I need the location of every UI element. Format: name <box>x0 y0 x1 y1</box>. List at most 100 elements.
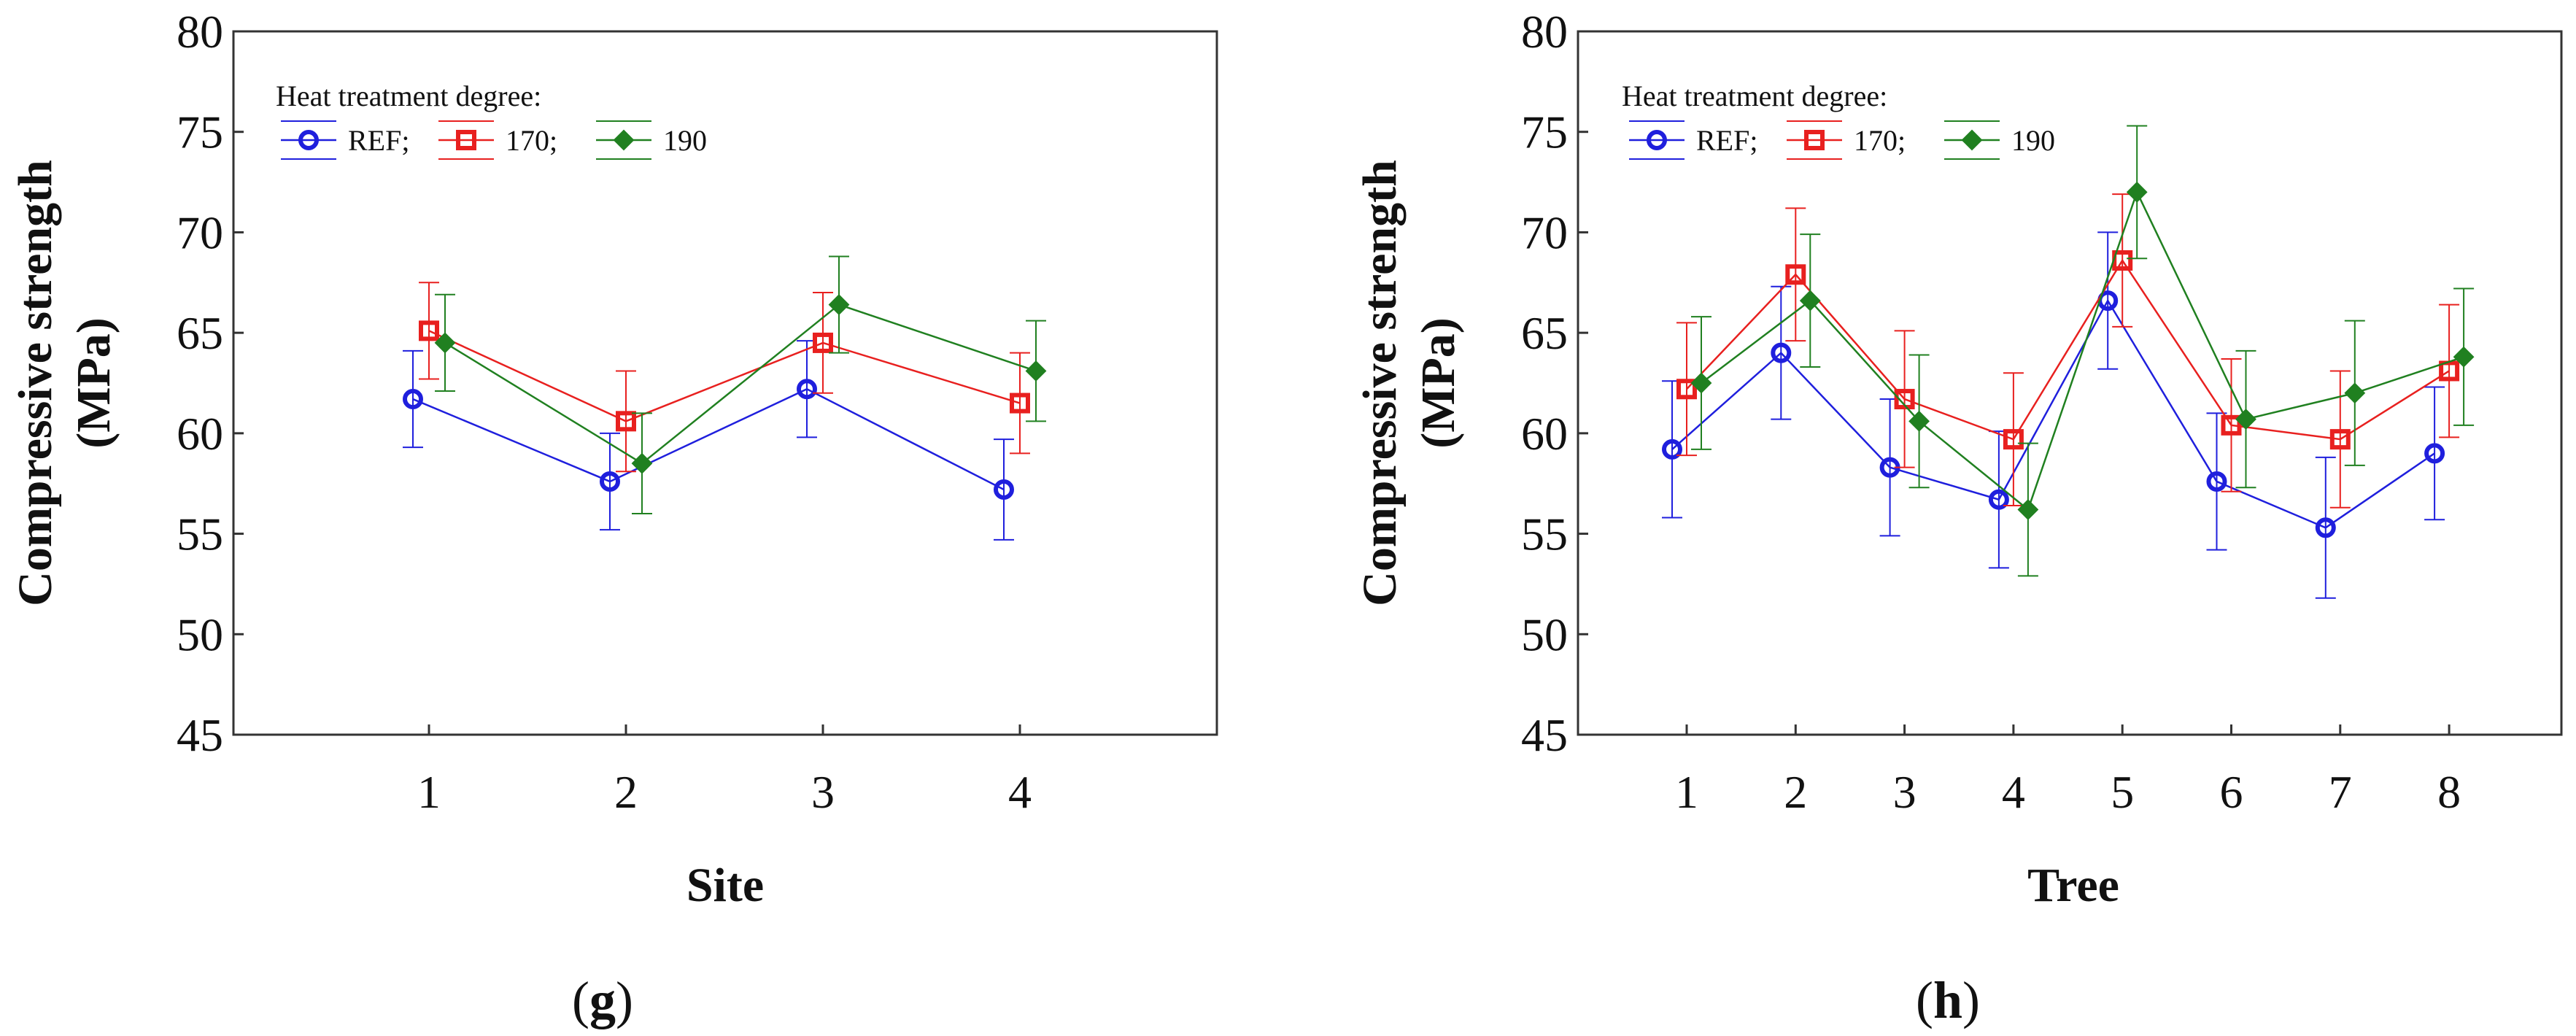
data-point-h-0-1 <box>1771 342 1792 363</box>
data-point-h-2-0 <box>1690 372 1712 394</box>
legend-items-g: REF; 170; 190 <box>281 120 707 160</box>
y-tick-label-g-1: 75 <box>177 107 223 158</box>
legend-item-h-2: 190 <box>1944 120 2055 160</box>
plot-area-h <box>1577 30 2563 736</box>
data-point-h-0-7 <box>2424 443 2445 464</box>
y-tick-label-g-2: 70 <box>177 206 223 258</box>
data-point-g-1-2 <box>813 332 833 353</box>
y-tick-label-h-6: 50 <box>1521 608 1568 660</box>
x-axis-title-h: Tree <box>2027 859 2119 912</box>
series-line-h-1 <box>1686 258 2450 441</box>
x-tick-label-h-5: 6 <box>2220 766 2243 818</box>
data-point-g-1-3 <box>1010 393 1030 414</box>
series-line-g-0 <box>412 387 1005 491</box>
y-tick-label-g-5: 55 <box>177 509 223 560</box>
y-tick-label-h-3: 65 <box>1521 307 1568 359</box>
data-point-h-2-2 <box>1908 410 1930 432</box>
legend-items-h: REF; 170; 190 <box>1629 120 2055 160</box>
data-point-h-1-1 <box>1785 264 1806 285</box>
x-axis-ticks-h: 1 2 3 4 5 6 7 8 <box>1675 724 2461 818</box>
legend-item-h-0: REF; <box>1629 120 1757 160</box>
y-tick-label-g-6: 50 <box>177 608 223 660</box>
y-tick-label-g-4: 60 <box>177 408 223 460</box>
legend-g: Heat treatment degree: REF; 170; 190 <box>276 80 707 160</box>
x-tick-label-h-4: 5 <box>2111 766 2134 818</box>
legend-marker-g-2 <box>613 129 635 151</box>
data-point-h-0-5 <box>2206 471 2227 492</box>
data-point-g-0-1 <box>600 471 620 492</box>
legend-marker-g-1 <box>456 130 476 150</box>
x-axis-ticks-g: 1 2 3 4 <box>417 724 1032 818</box>
x-axis-title-g: Site <box>686 859 764 912</box>
legend-label-h-0: REF; <box>1696 124 1757 157</box>
y-tick-label-h-1: 75 <box>1521 107 1568 158</box>
legend-item-g-0: REF; <box>281 120 409 160</box>
data-point-h-0-3 <box>1988 489 2009 510</box>
data-point-h-1-6 <box>2329 429 2351 450</box>
data-point-g-2-0 <box>434 332 456 354</box>
data-point-g-1-1 <box>616 411 636 432</box>
x-tick-label-h-6: 7 <box>2329 766 2352 818</box>
legend-title-g: Heat treatment degree: <box>276 80 541 112</box>
y-axis-title-g-line1: Compressive strength <box>9 160 62 606</box>
x-tick-label-g-0: 1 <box>417 766 441 818</box>
y-tick-label-g-3: 65 <box>177 307 223 359</box>
y-tick-label-h-7: 45 <box>1521 709 1568 761</box>
data-point-g-1-0 <box>419 320 439 341</box>
legend-marker-h-1 <box>1804 130 1825 150</box>
x-tick-label-h-2: 3 <box>1893 766 1916 818</box>
panel-g: 80 75 70 65 60 55 50 45 1 2 3 4 Compressive streng… <box>9 6 1218 1029</box>
y-tick-label-h-0: 80 <box>1521 6 1568 58</box>
data-point-h-2-4 <box>2126 181 2148 203</box>
data-point-g-2-1 <box>631 452 653 474</box>
panel-label-h: (h) <box>1916 971 1980 1029</box>
y-tick-label-h-2: 70 <box>1521 206 1568 258</box>
x-tick-label-h-0: 1 <box>1675 766 1698 818</box>
series-line-h-2 <box>1701 190 2464 511</box>
data-point-h-2-6 <box>2344 382 2366 404</box>
data-point-g-2-3 <box>1025 360 1047 382</box>
y-axis-title-h-line2: (MPa) <box>1412 317 1465 449</box>
series-g-1 <box>419 282 1030 473</box>
legend-label-g-2: 190 <box>663 124 707 157</box>
data-point-h-1-5 <box>2221 414 2242 436</box>
data-point-h-1-2 <box>1894 389 1915 410</box>
data-point-h-2-7 <box>2453 346 2475 368</box>
series-group-h <box>1662 125 2475 599</box>
series-h-1 <box>1676 193 2460 509</box>
plot-area-g <box>232 30 1218 736</box>
data-point-h-1-0 <box>1676 379 1697 400</box>
panel-letter-h: h <box>1933 971 1962 1029</box>
series-line-g-1 <box>428 330 1021 422</box>
y-axis-ticks-g: 80 75 70 65 60 55 50 45 <box>177 6 244 761</box>
legend-marker-h-2 <box>1961 129 1983 151</box>
panel-letter-g: g <box>589 971 616 1029</box>
x-tick-label-h-3: 4 <box>2002 766 2025 818</box>
x-tick-label-g-2: 3 <box>811 766 835 818</box>
x-tick-label-g-3: 4 <box>1008 766 1032 818</box>
legend-item-g-2: 190 <box>596 120 707 160</box>
series-g-0 <box>403 340 1014 541</box>
series-line-h-0 <box>1671 298 2435 529</box>
series-h-2 <box>1690 125 2475 577</box>
legend-label-g-1: 170; <box>506 124 557 157</box>
panel-label-g: (g) <box>572 971 633 1029</box>
y-tick-label-h-4: 60 <box>1521 408 1568 460</box>
legend-item-g-1: 170; <box>438 120 557 160</box>
data-point-h-0-0 <box>1662 438 1682 460</box>
y-tick-label-g-7: 45 <box>177 709 223 761</box>
y-axis-ticks-h: 80 75 70 65 60 55 50 45 <box>1521 6 1588 761</box>
data-point-h-2-5 <box>2235 409 2256 430</box>
data-point-h-1-7 <box>2439 360 2460 382</box>
data-point-g-0-2 <box>797 379 817 400</box>
legend-item-h-1: 170; <box>1787 120 1906 160</box>
legend-h: Heat treatment degree: REF; 170; 190 <box>1622 80 2055 160</box>
y-tick-label-h-5: 55 <box>1521 509 1568 560</box>
legend-marker-h-0 <box>1647 130 1667 150</box>
y-axis-title-h-line1: Compressive strength <box>1353 160 1407 606</box>
series-h-0 <box>1662 231 2445 599</box>
series-g-2 <box>434 255 1047 515</box>
x-tick-label-h-7: 8 <box>2437 766 2461 818</box>
